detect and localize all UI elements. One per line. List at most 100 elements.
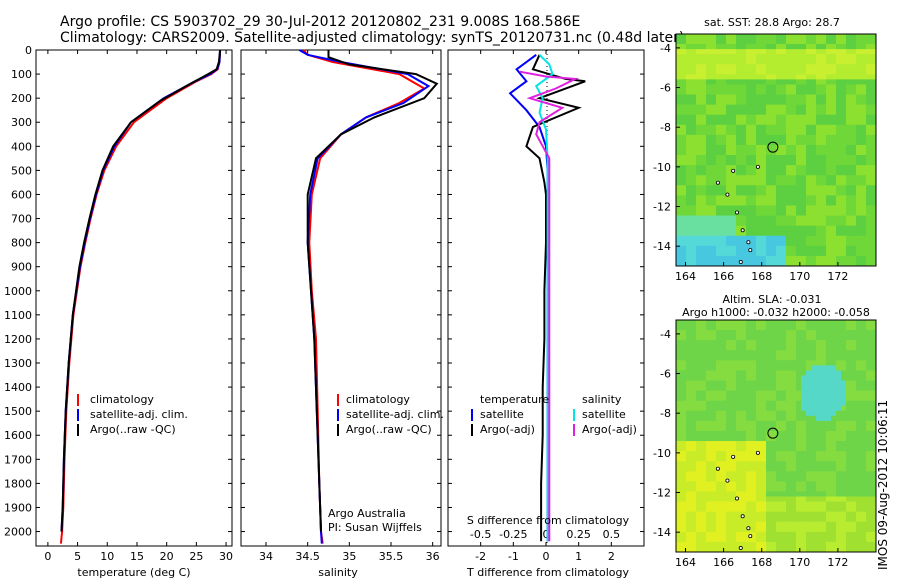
map-cell — [786, 441, 792, 447]
map-cell — [721, 114, 727, 121]
map-cell — [701, 425, 707, 432]
map-cell — [801, 506, 807, 513]
map-cell — [741, 260, 747, 267]
map-cell — [676, 235, 682, 242]
map-cell — [776, 210, 782, 216]
map-cell — [701, 476, 707, 482]
map-cell — [726, 34, 732, 40]
map-cell — [801, 235, 807, 242]
map-cell — [736, 471, 742, 477]
map-cell — [676, 541, 682, 548]
map-cell — [851, 44, 857, 50]
map-cell — [691, 345, 697, 351]
map-cell — [751, 471, 757, 477]
map-cell — [771, 150, 777, 156]
map-cell — [786, 245, 792, 252]
map-cell — [766, 536, 772, 543]
map-cell — [701, 330, 707, 336]
map-cell — [861, 345, 867, 351]
map-cell — [731, 175, 737, 181]
map-cell — [756, 345, 762, 351]
map-cell — [766, 235, 772, 242]
map-cell — [796, 496, 802, 502]
map-cell — [856, 481, 862, 487]
map-cell — [811, 320, 817, 326]
map-cell — [786, 74, 792, 80]
map-cell — [696, 230, 702, 237]
map-cell — [766, 74, 772, 80]
map-cell — [726, 451, 732, 457]
map-cell — [746, 425, 752, 432]
map-cell — [821, 64, 827, 70]
map-cell — [836, 461, 842, 467]
map-cell — [861, 144, 867, 151]
map-cell — [771, 190, 777, 196]
map-cell — [861, 134, 867, 141]
map-cell — [696, 355, 702, 361]
map-cell — [821, 190, 827, 196]
map-cell — [861, 79, 867, 85]
map-cell — [841, 425, 847, 432]
map-cell — [821, 436, 827, 442]
map-cell — [801, 99, 807, 106]
map-cell — [701, 210, 707, 216]
map-cell — [796, 390, 802, 397]
map-cell — [816, 330, 822, 336]
map-cell — [751, 546, 757, 553]
map-cell — [791, 34, 797, 40]
map-cell — [791, 481, 797, 487]
map-cell — [706, 114, 712, 121]
map-cell — [781, 375, 787, 381]
map-cell — [856, 129, 862, 136]
map-cell — [821, 325, 827, 331]
map-cell — [796, 190, 802, 196]
map-cell — [701, 496, 707, 502]
map-cell — [751, 170, 757, 176]
map-cell — [751, 250, 757, 257]
map-cell — [836, 365, 842, 371]
map-cell — [681, 225, 687, 232]
map-cell — [856, 245, 862, 252]
map-cell — [676, 375, 682, 381]
map-cell — [871, 44, 877, 50]
map-cell — [751, 506, 757, 513]
map-cell — [866, 114, 872, 121]
map-cell — [696, 94, 702, 100]
map-cell — [756, 240, 762, 247]
map-cell — [721, 461, 727, 467]
map-cell — [726, 134, 732, 141]
map-cell — [776, 501, 782, 508]
map-cell — [836, 471, 842, 477]
map-cell — [736, 325, 742, 331]
map-cell — [701, 74, 707, 80]
map-cell — [716, 471, 722, 477]
map-cell — [776, 325, 782, 331]
map-cell — [806, 235, 812, 242]
map-cell — [766, 330, 772, 336]
map-cell — [706, 405, 712, 412]
island-marker — [725, 192, 730, 197]
map-cell — [706, 260, 712, 267]
map-cell — [736, 360, 742, 366]
map-cell — [821, 230, 827, 237]
map-cell — [746, 150, 752, 156]
map-cell — [686, 160, 692, 166]
map-cell — [786, 175, 792, 181]
map-cell — [726, 325, 732, 331]
map-cell — [831, 49, 837, 55]
map-cell — [676, 400, 682, 407]
map-cell — [851, 501, 857, 508]
map-cell — [691, 185, 697, 191]
map-cell — [781, 245, 787, 252]
map-cell — [701, 230, 707, 237]
map-cell — [691, 410, 697, 417]
map-cell — [776, 114, 782, 121]
map-cell — [811, 496, 817, 502]
map-cell — [856, 395, 862, 402]
map-cell — [846, 365, 852, 371]
map-cell — [856, 94, 862, 100]
map-cell — [741, 144, 747, 151]
map-cell — [836, 506, 842, 513]
map-cell — [681, 39, 687, 45]
map-cell — [711, 471, 717, 477]
